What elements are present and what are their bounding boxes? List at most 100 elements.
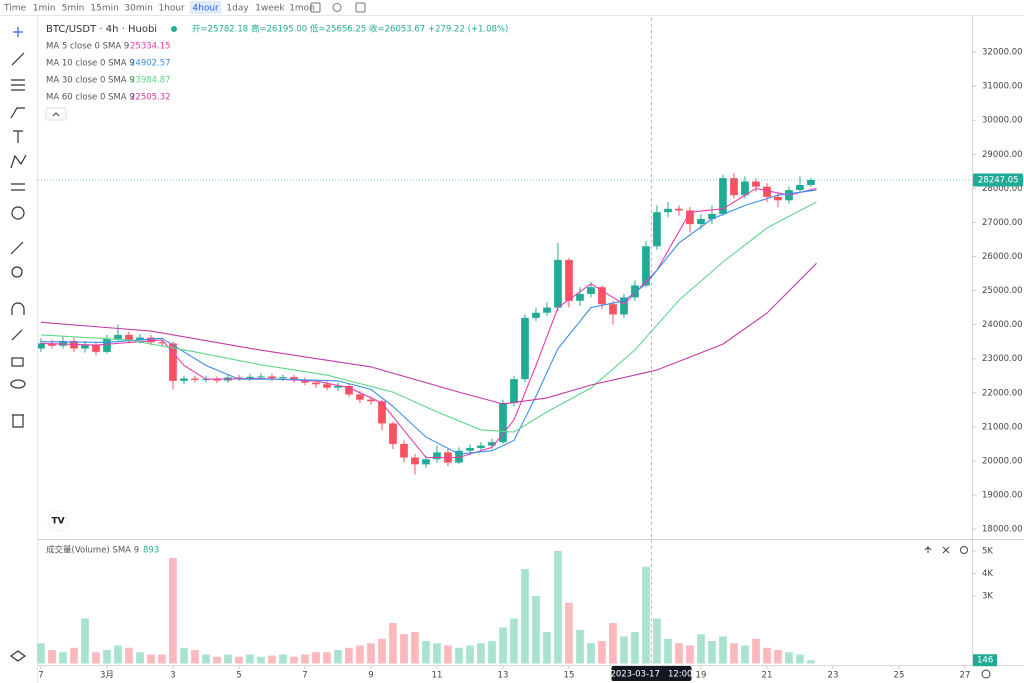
candle-body bbox=[400, 443, 408, 458]
close-pane-button[interactable] bbox=[942, 546, 950, 554]
ruler-tool[interactable] bbox=[10, 241, 24, 255]
brush-tool[interactable] bbox=[10, 107, 25, 119]
volume-bar bbox=[378, 638, 386, 664]
volume-bar bbox=[389, 623, 397, 664]
ma-legend-name: MA 5 close 0 SMA 9 bbox=[46, 42, 129, 52]
pattern-tool[interactable] bbox=[10, 154, 27, 169]
time-tick-label: 7 bbox=[38, 671, 43, 681]
candle-body bbox=[169, 343, 177, 381]
volume-bar bbox=[323, 652, 331, 664]
candle-body bbox=[774, 196, 782, 201]
candle-body bbox=[455, 450, 463, 463]
ohlc-value: 高=26195.00 bbox=[251, 24, 307, 35]
fib-tool[interactable] bbox=[11, 79, 25, 91]
candle-body bbox=[587, 287, 595, 294]
tv-logo: TV bbox=[47, 510, 69, 532]
move-up-button[interactable] bbox=[924, 546, 932, 553]
volume-bar bbox=[653, 618, 661, 664]
trendline-tool[interactable] bbox=[11, 52, 25, 66]
time-tick-label: 9 bbox=[368, 671, 373, 681]
volume-bar bbox=[70, 647, 78, 664]
collapse-legend[interactable] bbox=[45, 107, 67, 121]
last-volume-box bbox=[973, 654, 997, 667]
candle-body bbox=[554, 259, 562, 308]
volume-bar bbox=[620, 636, 628, 664]
interval-button[interactable]: 1hour bbox=[158, 4, 185, 14]
price-tick-label: 26000.00 bbox=[982, 252, 1023, 262]
interval-button[interactable]: 30min bbox=[124, 4, 152, 14]
interval-button[interactable]: 1mon bbox=[289, 4, 315, 14]
delete-tool[interactable] bbox=[12, 414, 24, 428]
candle-body bbox=[631, 285, 639, 298]
visibility-tool[interactable] bbox=[10, 379, 26, 389]
volume-bar bbox=[147, 654, 155, 664]
volume-bar bbox=[785, 652, 793, 664]
prediction-tool[interactable] bbox=[11, 183, 25, 191]
volume-bar bbox=[37, 643, 45, 664]
volume-bar bbox=[246, 654, 254, 664]
interval-button[interactable]: 1min bbox=[33, 4, 56, 14]
interval-button[interactable]: Time bbox=[3, 4, 26, 14]
volume-bar bbox=[675, 643, 683, 664]
candle-body bbox=[389, 423, 397, 444]
moving-average-line bbox=[40, 201, 817, 433]
text-tool[interactable] bbox=[13, 130, 23, 143]
candle-body bbox=[521, 317, 529, 380]
last-price-box bbox=[973, 173, 1023, 187]
price-tick-label: 25000.00 bbox=[982, 286, 1023, 296]
candle-body bbox=[59, 340, 67, 346]
time-tick-label: 23 bbox=[828, 671, 839, 681]
volume-bar bbox=[565, 602, 573, 664]
time-tick-label: 25 bbox=[894, 671, 905, 681]
candle-body bbox=[466, 447, 474, 451]
candle-body bbox=[609, 304, 617, 315]
volume-bar bbox=[103, 650, 111, 664]
lock-tool[interactable] bbox=[11, 357, 24, 367]
volume-bar bbox=[191, 650, 199, 664]
volume-bar bbox=[367, 643, 375, 664]
volume-bar bbox=[169, 557, 177, 664]
crosshair-date-label: 2023-03-17 12:00 bbox=[610, 670, 692, 680]
volume-bar bbox=[554, 551, 562, 664]
candle-body bbox=[708, 213, 716, 220]
crosshair-tool[interactable] bbox=[13, 27, 23, 37]
candle-body bbox=[279, 377, 287, 379]
time-tick-label: 27 bbox=[960, 671, 971, 681]
volume-bar bbox=[719, 636, 727, 664]
ohlc-value: 开=25782.18 bbox=[192, 25, 248, 35]
candle-body bbox=[565, 259, 573, 301]
settings-icon[interactable] bbox=[332, 3, 342, 12]
icon-tool[interactable] bbox=[11, 206, 25, 220]
interval-button[interactable]: 4hour bbox=[192, 4, 219, 14]
candle-body bbox=[664, 208, 672, 213]
candle-body bbox=[81, 344, 89, 349]
interval-button[interactable]: 15min bbox=[90, 4, 118, 14]
interval-button[interactable]: 5min bbox=[62, 4, 85, 14]
zoom-tool[interactable] bbox=[11, 266, 23, 278]
chart-type-icon[interactable] bbox=[310, 2, 321, 13]
price-tick-label: 29000.00 bbox=[982, 150, 1023, 160]
volume-tick-label: 5K bbox=[982, 547, 993, 557]
magnet-tool[interactable] bbox=[11, 302, 25, 315]
volume-bar bbox=[587, 643, 595, 664]
layers-tool[interactable] bbox=[9, 650, 27, 662]
toolbar-icons bbox=[310, 2, 366, 13]
candle-body bbox=[510, 379, 518, 404]
interval-button[interactable]: 1day bbox=[226, 4, 249, 14]
volume-bar bbox=[763, 647, 771, 664]
candle-body bbox=[697, 219, 705, 225]
candle-body bbox=[532, 312, 540, 318]
last-volume-label: 146 bbox=[977, 656, 993, 666]
settings-button[interactable] bbox=[981, 669, 991, 679]
screenshot-icon[interactable] bbox=[355, 2, 366, 13]
candle-body bbox=[334, 385, 342, 388]
interval-button[interactable]: 1week bbox=[255, 4, 285, 14]
volume-legend: 成交量(Volume) SMA 9 bbox=[46, 545, 139, 556]
candle-body bbox=[38, 343, 45, 349]
price-tick-label: 23000.00 bbox=[982, 354, 1023, 364]
maximize-button[interactable] bbox=[960, 546, 968, 554]
candle-body bbox=[675, 208, 683, 211]
lock-draw-tool[interactable] bbox=[11, 329, 23, 341]
active-interval-bg bbox=[189, 1, 222, 14]
candle-body bbox=[807, 179, 815, 185]
